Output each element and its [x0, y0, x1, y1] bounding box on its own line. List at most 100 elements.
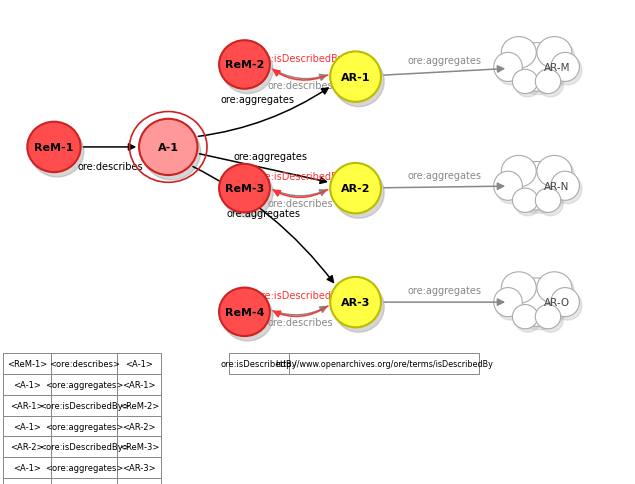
Ellipse shape: [537, 38, 572, 69]
Ellipse shape: [554, 175, 582, 204]
Text: ReM-4: ReM-4: [225, 307, 264, 317]
Text: ore:isDescribedBy: ore:isDescribedBy: [256, 54, 344, 64]
FancyArrowPatch shape: [199, 154, 326, 184]
FancyArrowPatch shape: [83, 145, 135, 151]
Ellipse shape: [540, 160, 574, 191]
Text: AR-M: AR-M: [544, 63, 570, 73]
Text: <ore:aggregates>: <ore:aggregates>: [45, 380, 123, 389]
FancyBboxPatch shape: [3, 416, 51, 437]
Ellipse shape: [496, 175, 525, 204]
FancyBboxPatch shape: [51, 374, 117, 395]
FancyBboxPatch shape: [51, 395, 117, 416]
Ellipse shape: [508, 278, 565, 327]
Ellipse shape: [502, 156, 536, 187]
FancyBboxPatch shape: [3, 478, 51, 484]
FancyBboxPatch shape: [51, 353, 117, 374]
Ellipse shape: [538, 74, 563, 98]
Text: ore:aggregates: ore:aggregates: [220, 95, 294, 105]
Ellipse shape: [554, 291, 582, 320]
FancyBboxPatch shape: [117, 353, 161, 374]
Ellipse shape: [551, 172, 579, 201]
Ellipse shape: [515, 74, 540, 98]
Ellipse shape: [142, 124, 201, 181]
Ellipse shape: [27, 122, 81, 173]
Ellipse shape: [540, 41, 574, 73]
FancyArrowPatch shape: [272, 190, 326, 197]
Ellipse shape: [515, 308, 540, 333]
FancyArrowPatch shape: [384, 300, 504, 305]
Text: <ore:describes>: <ore:describes>: [49, 359, 119, 368]
Ellipse shape: [540, 276, 574, 307]
Text: AR-3: AR-3: [341, 298, 370, 307]
FancyBboxPatch shape: [117, 437, 161, 457]
Text: A-1: A-1: [157, 143, 179, 152]
Ellipse shape: [330, 164, 381, 214]
FancyArrowPatch shape: [272, 70, 326, 81]
Ellipse shape: [333, 168, 384, 219]
FancyArrowPatch shape: [272, 307, 326, 315]
FancyArrowPatch shape: [384, 67, 504, 76]
FancyBboxPatch shape: [117, 374, 161, 395]
Text: ore:aggregates: ore:aggregates: [408, 56, 481, 65]
Ellipse shape: [502, 38, 536, 69]
Ellipse shape: [496, 57, 525, 86]
Text: <ore:aggregates>: <ore:aggregates>: [45, 463, 123, 472]
Ellipse shape: [493, 172, 522, 201]
Ellipse shape: [139, 120, 197, 176]
Ellipse shape: [538, 192, 563, 216]
Text: <ore:isDescribedBy>: <ore:isDescribedBy>: [39, 442, 130, 452]
Text: <ReM-1>: <ReM-1>: [7, 359, 47, 368]
Ellipse shape: [511, 166, 568, 214]
Text: <ReM-2>: <ReM-2>: [119, 401, 159, 410]
Text: <A-1>: <A-1>: [125, 359, 153, 368]
Text: ReM-2: ReM-2: [225, 60, 264, 70]
Ellipse shape: [222, 293, 273, 341]
Ellipse shape: [512, 70, 538, 94]
FancyArrowPatch shape: [274, 190, 328, 198]
Text: ore:describes: ore:describes: [267, 317, 333, 327]
Text: ore:isDescribedBy: ore:isDescribedBy: [220, 359, 297, 368]
Text: ReM-3: ReM-3: [225, 184, 264, 194]
Text: <A-1>: <A-1>: [13, 463, 41, 472]
FancyBboxPatch shape: [51, 478, 117, 484]
FancyBboxPatch shape: [51, 416, 117, 437]
Ellipse shape: [504, 160, 538, 191]
FancyBboxPatch shape: [117, 457, 161, 478]
FancyBboxPatch shape: [51, 457, 117, 478]
Ellipse shape: [508, 162, 565, 211]
FancyBboxPatch shape: [229, 353, 289, 374]
FancyArrowPatch shape: [198, 89, 328, 137]
FancyBboxPatch shape: [3, 374, 51, 395]
Text: ore:isDescribedBy: ore:isDescribedBy: [256, 290, 344, 300]
Ellipse shape: [219, 41, 270, 90]
Text: <ReM-3>: <ReM-3>: [119, 442, 159, 452]
Text: <AR-1>: <AR-1>: [10, 401, 44, 410]
Ellipse shape: [511, 47, 568, 95]
Ellipse shape: [30, 127, 84, 178]
Text: AR-N: AR-N: [544, 182, 570, 191]
Ellipse shape: [504, 276, 538, 307]
Ellipse shape: [219, 165, 270, 213]
Text: AR-2: AR-2: [341, 184, 370, 194]
Ellipse shape: [512, 305, 538, 329]
Ellipse shape: [222, 46, 273, 94]
Text: ore:aggregates: ore:aggregates: [226, 209, 300, 219]
Text: ore:aggregates: ore:aggregates: [408, 170, 481, 181]
FancyBboxPatch shape: [289, 353, 479, 374]
Text: AR-O: AR-O: [544, 298, 570, 307]
Text: http://www.openarchives.org/ore/terms/isDescribedBy: http://www.openarchives.org/ore/terms/is…: [275, 359, 493, 368]
Ellipse shape: [551, 53, 579, 82]
Ellipse shape: [554, 57, 582, 86]
FancyBboxPatch shape: [3, 437, 51, 457]
Text: <AR-1>: <AR-1>: [123, 380, 156, 389]
Ellipse shape: [333, 282, 384, 333]
Ellipse shape: [512, 189, 538, 213]
Text: ore:aggregates: ore:aggregates: [233, 151, 307, 162]
Text: ore:aggregates: ore:aggregates: [408, 286, 481, 295]
Ellipse shape: [219, 288, 270, 336]
Ellipse shape: [504, 41, 538, 73]
FancyBboxPatch shape: [51, 437, 117, 457]
FancyBboxPatch shape: [3, 353, 51, 374]
Text: AR-1: AR-1: [341, 73, 370, 82]
Ellipse shape: [535, 70, 561, 94]
